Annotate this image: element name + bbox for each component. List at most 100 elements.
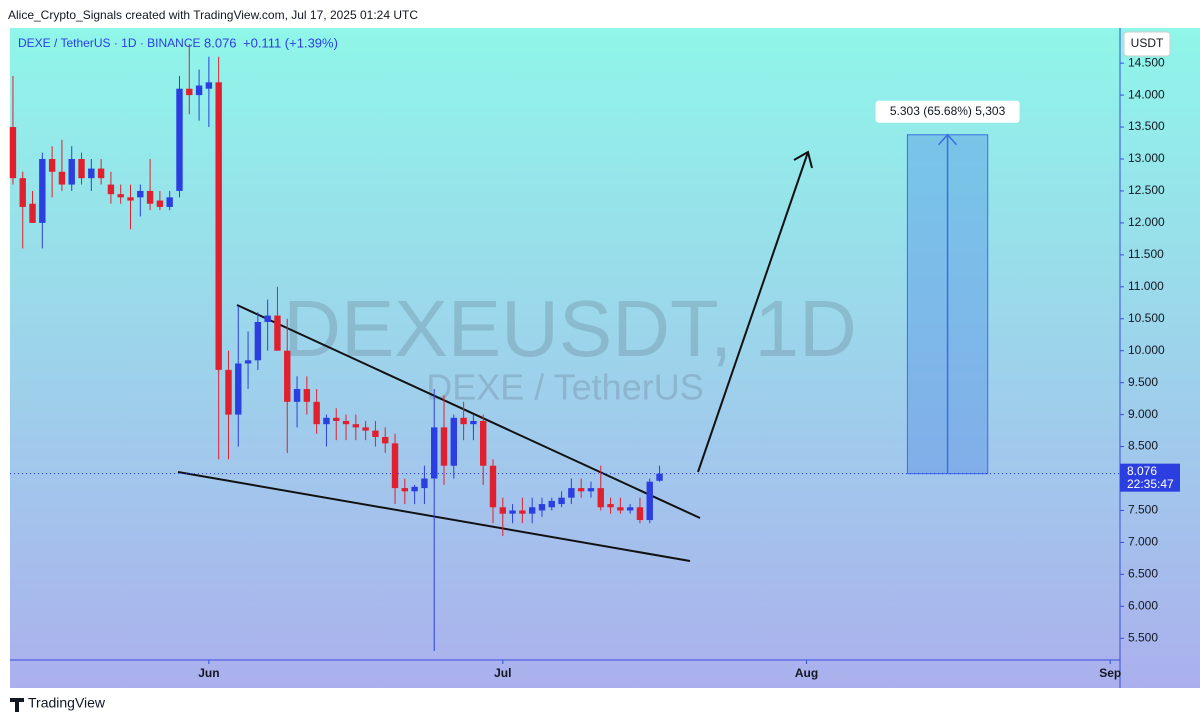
candle-body [460,417,467,425]
candle-body [205,82,213,89]
candle-body [577,488,585,492]
y-tick-label: 6.000 [1128,598,1158,612]
candle-body [88,168,95,179]
candle-body [127,197,134,201]
candle-body [519,510,526,514]
candle-body [656,473,663,481]
y-tick-label: 11.500 [1128,247,1164,261]
candle-body [68,159,75,185]
candle-body [313,401,320,425]
chart-bg [10,28,1200,688]
y-tick-label: 9.000 [1128,407,1158,421]
footer: TradingView [28,695,106,711]
x-tick-label: Sep [1099,666,1121,680]
x-tick-label: Jul [494,666,511,680]
y-tick-label: 10.000 [1128,343,1165,357]
candle-body [411,486,418,492]
upper-trendline [236,304,701,519]
candle-body [284,350,291,402]
candle-body [215,82,222,370]
candle-body [264,315,271,322]
candle-body [342,421,350,425]
candle-body [195,85,203,96]
candle-body [97,168,105,179]
y-tick-label: 11.000 [1128,279,1164,293]
candle-body [568,488,575,498]
countdown: 22:35:47 [1127,477,1174,491]
candle-body [362,427,369,431]
candle-body [538,504,546,511]
measure-label-box [875,100,1020,123]
candle-body [431,427,438,479]
arrow-line [697,151,809,473]
candle-body [587,488,595,492]
y-tick-label: 12.500 [1128,183,1165,197]
arrow-head [793,150,813,169]
candle-body [391,443,399,489]
y-tick-label: 6.500 [1128,567,1158,581]
measure-arrowhead [938,133,958,146]
candle-body [421,478,428,489]
candle-body [636,507,644,521]
symbol: DEXE / TetherUS · 1D · BINANCE [18,36,201,50]
x-tick-label: Aug [795,666,818,680]
candle-body [509,510,516,514]
candle-body [146,190,154,204]
candle-body [646,481,653,521]
candle-body [626,507,634,511]
candle-body [528,507,536,514]
candle-body [450,417,458,466]
y-tick-label: 14.500 [1128,55,1165,69]
candle-body [117,194,124,198]
candle-body [166,197,173,207]
candle-body [499,507,506,514]
y-tick-label: 8.500 [1128,439,1158,453]
candle-body [48,159,56,172]
candle-body [244,360,252,364]
candle-body [274,315,281,351]
y-tick-label: 9.500 [1128,375,1158,389]
candle-body [225,369,232,415]
candle-body [78,159,85,179]
y-tick-label: 7.000 [1128,535,1158,549]
watermark-sub: DEXE / TetherUS [426,367,703,408]
y-tick-label: 13.500 [1128,119,1165,133]
candle-body [401,488,409,492]
y-tick-label: 13.000 [1128,151,1165,165]
candle-body [58,171,66,185]
candle-body [597,488,604,508]
credit: Alice_Crypto_Signals created with Tradin… [8,8,418,22]
x-tick-label: Jun [198,666,219,680]
last-price: 8.076 [204,35,237,50]
candle-body [617,507,624,511]
measure-label: 5.303 (65.68%) 5,303 [890,104,1006,118]
y-tick-label: 14.000 [1128,87,1165,101]
y-tick-label: 12.000 [1128,215,1165,229]
tv-logo [10,698,24,712]
last-price-tag [1120,463,1180,492]
watermark: DEXEUSDT, 1D [283,284,856,373]
change: +0.111 (+1.39%) [243,35,338,50]
y-tick-label: 7.500 [1128,503,1158,517]
candle-body [607,504,614,508]
candle-body [352,424,360,428]
candle-body [333,417,340,422]
currency: USDT [1131,36,1164,50]
candle-body [323,417,330,425]
candle-body [489,465,497,508]
candle-body [9,127,17,179]
candle-body [137,190,144,198]
candle-body [303,389,311,402]
candle-body [254,321,262,361]
candle-body [156,200,164,207]
candle-body [470,421,477,425]
candle-body [176,88,183,191]
candle-body [19,178,26,207]
candle-body [29,203,36,223]
candle-body [293,389,301,402]
candle-body [548,500,555,508]
y-tick-label: 10.500 [1128,311,1165,325]
currency-box[interactable] [1123,31,1171,57]
y-tick-label: 5.500 [1128,630,1158,644]
